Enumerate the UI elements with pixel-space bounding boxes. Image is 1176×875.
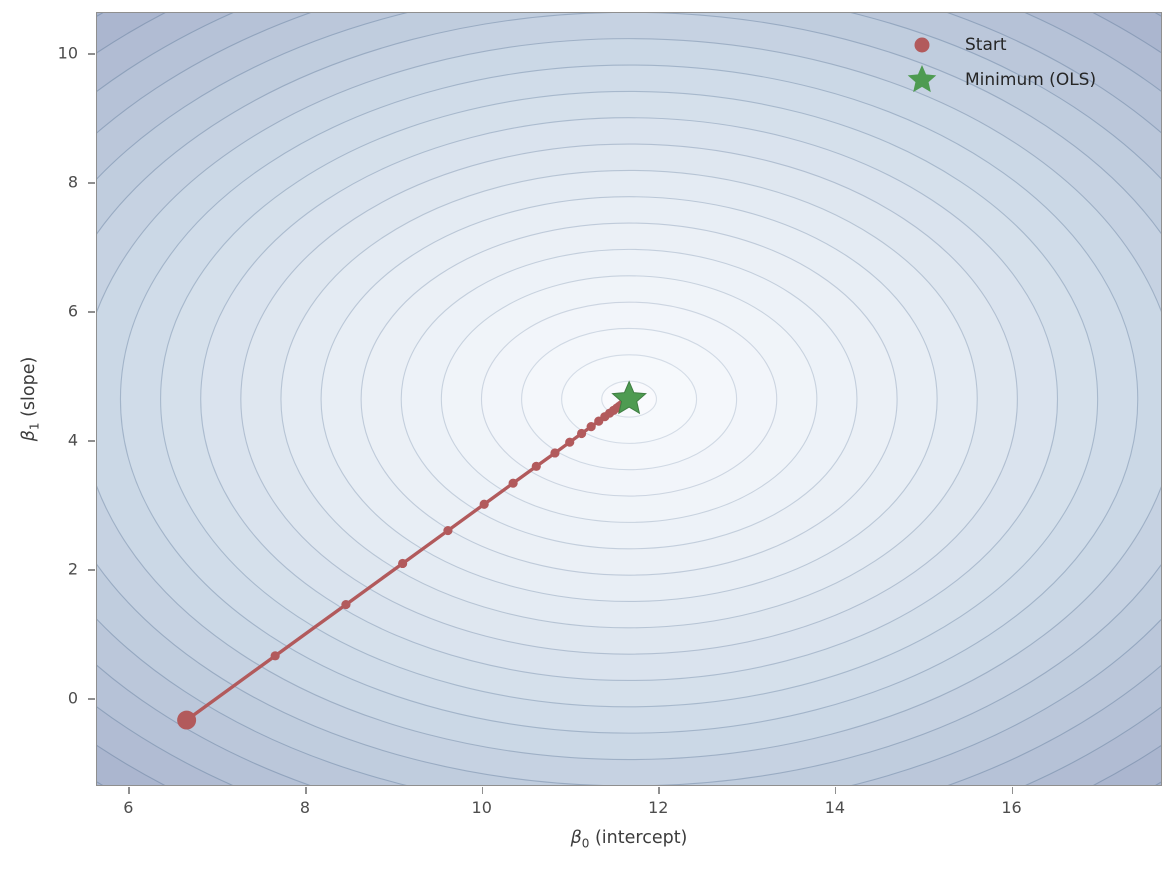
gd-path-point (565, 437, 575, 447)
gd-path-point (576, 428, 587, 439)
x-tick-label: 14 (824, 798, 846, 817)
y-tick-label: 4 (67, 430, 78, 450)
legend-label-minimum: Minimum (OLS) (965, 70, 1097, 90)
legend: Start Minimum (OLS) (905, 28, 1096, 97)
gd-path-point (341, 599, 351, 610)
y-tick-mark (88, 53, 95, 55)
y-axis-label-symbol: β (18, 430, 39, 442)
start-marker (177, 710, 197, 730)
legend-item-minimum: Minimum (OLS) (905, 63, 1096, 97)
y-tick-label: 2 (67, 559, 78, 579)
y-tick-label: 10 (57, 43, 78, 63)
y-tick-label: 0 (67, 688, 78, 708)
x-tick-label: 8 (299, 798, 311, 817)
gd-path-point (479, 499, 489, 509)
gd-path-point (398, 558, 408, 569)
x-tick-label: 6 (123, 798, 134, 817)
contour-chart (97, 13, 1161, 785)
legend-label-start: Start (965, 35, 1007, 55)
x-tick-label: 16 (1001, 798, 1022, 817)
y-axis-label-text: (slope) (18, 356, 39, 423)
start-circle-icon (914, 37, 930, 53)
plot-area (96, 12, 1162, 786)
x-axis-label-subscript: 0 (581, 836, 590, 851)
x-axis-label-symbol: β (570, 828, 582, 848)
gd-path-point (443, 525, 453, 536)
x-tick-mark (128, 787, 130, 794)
minimum-star (611, 380, 647, 415)
y-axis-label-subscript: 1 (27, 422, 42, 431)
y-tick-mark (88, 440, 95, 442)
x-tick-label: 12 (648, 798, 669, 817)
gd-path-point (586, 422, 596, 432)
x-tick-mark (658, 787, 660, 794)
y-tick-mark (88, 182, 95, 184)
x-axis-label: β0 (intercept) (571, 828, 688, 851)
y-tick-mark (88, 311, 95, 313)
y-tick-mark (88, 569, 95, 571)
y-tick-label: 8 (67, 172, 78, 192)
y-tick-label: 6 (67, 301, 78, 321)
x-tick-mark (481, 787, 484, 794)
legend-item-start: Start (905, 28, 1096, 62)
x-axis-label-text: (intercept) (589, 828, 688, 848)
x-tick-label: 10 (471, 798, 492, 817)
minimum-star-icon (907, 65, 937, 93)
x-tick-mark (834, 787, 837, 794)
gd-path-point (270, 651, 280, 661)
x-tick-mark (305, 787, 307, 794)
gd-path-point (550, 448, 560, 458)
y-axis-label: β1 (slope) (19, 357, 42, 442)
x-tick-mark (1011, 787, 1013, 794)
y-tick-mark (88, 698, 95, 700)
gd-path-point (508, 478, 518, 488)
gd-path-point (531, 461, 541, 471)
